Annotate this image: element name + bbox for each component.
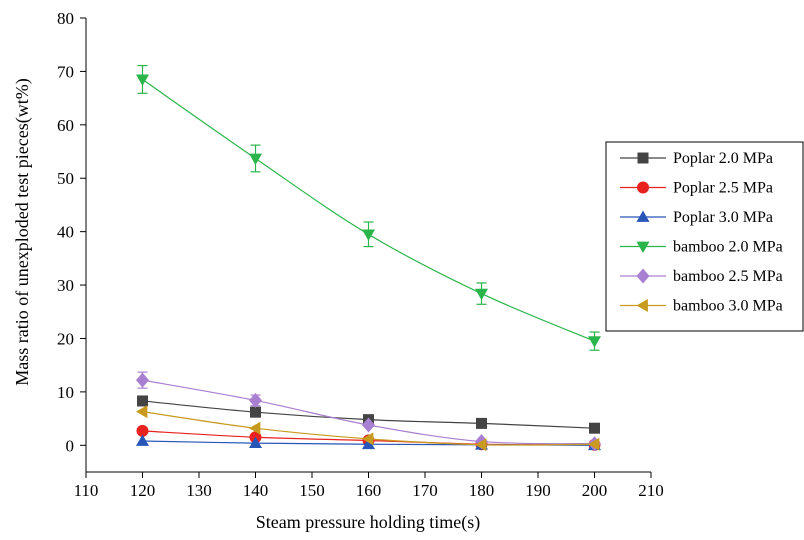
series-line (142, 379, 595, 445)
data-point (589, 422, 600, 434)
y-tick-label: 20 (57, 329, 74, 348)
x-tick-label: 130 (186, 481, 212, 500)
x-tick-label: 120 (130, 481, 156, 500)
data-point (249, 153, 262, 165)
legend-marker (637, 181, 649, 194)
legend-label: Poplar 2.5 MPa (673, 180, 773, 197)
legend-marker (636, 299, 648, 312)
y-tick-label: 10 (57, 383, 74, 402)
y-axis-label: Mass ratio of unexploded test pieces(wt%… (12, 78, 33, 385)
x-tick-label: 210 (638, 481, 664, 500)
x-tick-label: 180 (469, 481, 495, 500)
data-point (136, 434, 149, 446)
legend-marker (636, 210, 650, 222)
legend-label: bamboo 2.0 MPa (673, 239, 783, 256)
y-tick-label: 40 (57, 223, 74, 242)
data-point (249, 392, 262, 408)
legend-label: bamboo 2.5 MPa (673, 268, 783, 285)
x-tick-label: 160 (356, 481, 382, 500)
data-point (249, 421, 261, 435)
y-tick-label: 0 (66, 436, 75, 455)
data-point (137, 395, 148, 407)
data-point (588, 336, 601, 348)
series-line (142, 78, 595, 342)
data-point (362, 417, 375, 433)
legend-label: Poplar 3.0 MPa (673, 209, 773, 226)
data-point (476, 417, 487, 429)
legend-marker (636, 268, 650, 284)
data-point (362, 437, 375, 450)
legend-box (605, 141, 804, 332)
legend-marker (637, 152, 649, 164)
series-layer (136, 64, 601, 452)
data-point (136, 405, 148, 419)
legend-label: Poplar 2.0 MPa (673, 150, 773, 167)
data-point (250, 406, 261, 418)
x-axis-label: Steam pressure holding time(s) (256, 512, 480, 533)
legend-label: bamboo 3.0 MPa (673, 298, 783, 315)
x-tick-label: 150 (299, 481, 325, 500)
y-tick-label: 50 (57, 169, 74, 188)
y-axis-label-group: Mass ratio of unexploded test pieces(wt%… (12, 78, 33, 385)
axes: 0 10 20 30 40 50 60 70 80 110 120 130 140 150 160 170 18… (57, 9, 664, 500)
x-tick-label: 190 (525, 481, 551, 500)
data-point (362, 432, 374, 446)
y-tick-label: 60 (57, 116, 74, 135)
data-point (249, 436, 262, 449)
legend: Poplar 2.0 MPa Poplar 2.5 MPa Poplar 3.0 M… (605, 141, 804, 332)
y-tick-label: 80 (57, 9, 74, 28)
x-tick-label: 110 (74, 481, 99, 500)
y-tick-label: 70 (57, 62, 74, 81)
x-tick-label: 170 (412, 481, 438, 500)
data-point (136, 74, 149, 86)
data-point (136, 424, 149, 437)
x-tick-label: 140 (243, 481, 269, 500)
data-point (362, 229, 375, 241)
x-tick-label: 200 (582, 481, 608, 500)
data-point (588, 437, 600, 451)
series-6 (136, 405, 600, 452)
y-tick-label: 30 (57, 276, 74, 295)
legend-marker (636, 241, 650, 253)
data-point (475, 438, 487, 452)
data-point (136, 372, 149, 388)
data-point (475, 288, 488, 301)
series-4 (136, 64, 601, 351)
